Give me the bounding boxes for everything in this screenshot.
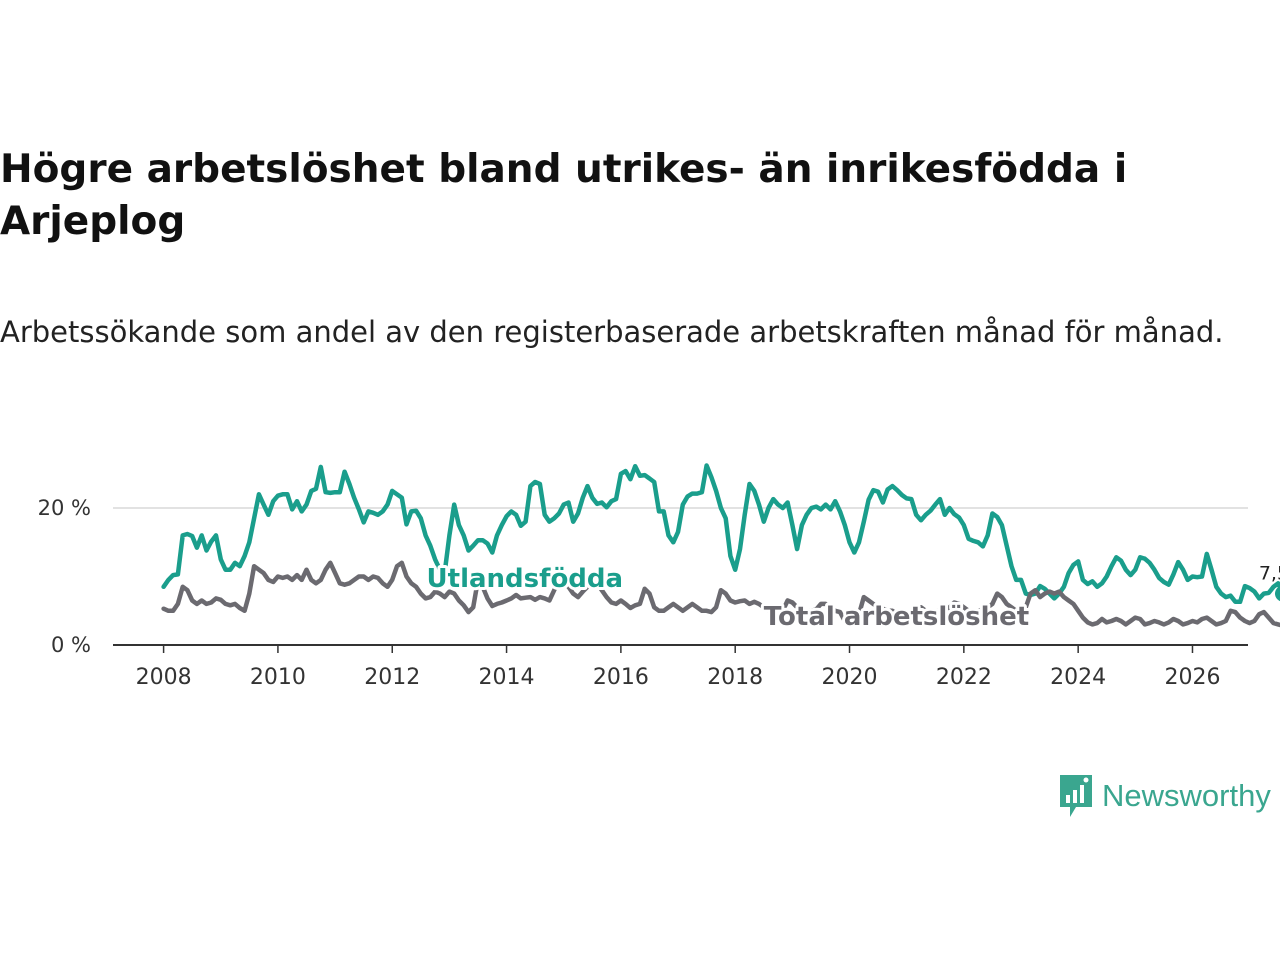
chart-title: Högre arbetslöshet bland utrikes- än inr… xyxy=(0,147,1128,244)
x-tick-label: 2020 xyxy=(822,665,878,690)
series-line-0 xyxy=(161,463,1280,605)
newsworthy-logo-text: Newsworthy xyxy=(1102,778,1271,813)
end-value-label-0: 7,5 % xyxy=(1259,563,1280,585)
y-tick-label: 0 % xyxy=(51,633,91,657)
series-label-0: Utlandsfödda xyxy=(427,564,624,594)
x-tick-label: 2024 xyxy=(1050,665,1106,690)
series-line-1 xyxy=(161,560,1280,628)
line-chart: 0 % 20 % 2008 2010 2012 2014 2016 2018 2020 2022 2… xyxy=(38,463,1280,690)
series-label-1: Total arbetslöshet xyxy=(764,602,1029,632)
series-end-point-0 xyxy=(1274,586,1280,602)
x-tick-label: 2008 xyxy=(136,665,192,690)
series xyxy=(161,463,1280,628)
axes: 0 % 20 % 2008 2010 2012 2014 2016 2018 2020 2022 2… xyxy=(38,496,1248,690)
x-tick-label: 2012 xyxy=(364,665,420,690)
newsworthy-logo: Newsworthy xyxy=(1058,772,1271,820)
x-tick-label: 2016 xyxy=(593,665,649,690)
x-tick-label: 2026 xyxy=(1164,665,1220,690)
x-tick-label: 2014 xyxy=(479,665,535,690)
newsworthy-logo-icon xyxy=(1060,775,1092,817)
x-tick-label: 2010 xyxy=(250,665,306,690)
y-tick-label: 20 % xyxy=(38,496,91,520)
chart-subtitle: Arbetssökande som andel av den registerb… xyxy=(0,315,1224,349)
x-tick-label: 2018 xyxy=(707,665,763,690)
x-tick-label: 2022 xyxy=(936,665,992,690)
